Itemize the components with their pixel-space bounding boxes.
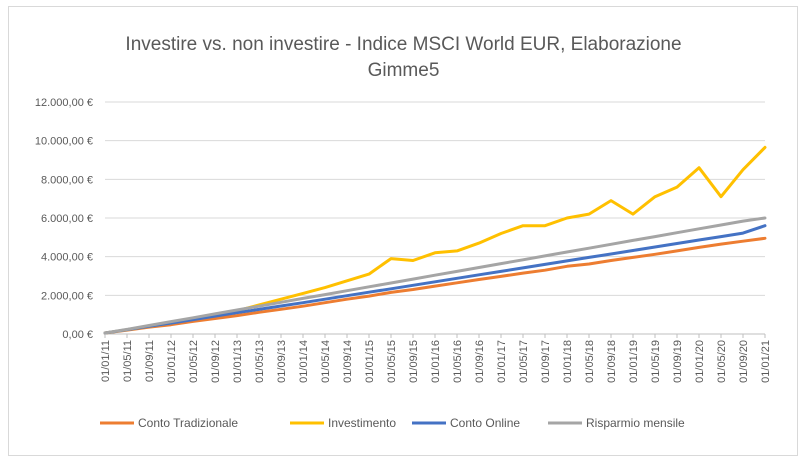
y-tick-label: 6.000,00 €: [41, 213, 93, 225]
y-tick-label: 4.000,00 €: [41, 252, 93, 264]
x-tick-label: 01/05/13: [254, 340, 266, 383]
chart-title: Investire vs. non investire - Indice MSC…: [0, 32, 807, 84]
x-tick-label: 01/01/18: [562, 340, 574, 383]
x-tick-label: 01/09/20: [738, 340, 750, 383]
x-tick-label: 01/05/14: [320, 340, 332, 383]
x-tick-label: 01/05/11: [122, 340, 134, 382]
legend-label: Conto Tradizionale: [138, 416, 238, 430]
y-axis-ticks: 0,00 € 2.000,00 € 4.000,00 € 6.000,00 € 8.00…: [35, 97, 93, 341]
x-tick-label: 01/09/15: [408, 340, 420, 383]
legend-label: Risparmio mensile: [586, 416, 685, 430]
legend-label: Conto Online: [450, 416, 520, 430]
x-tick-label: 01/01/15: [364, 340, 376, 383]
legend-label: Investimento: [328, 416, 396, 430]
x-tick-label: 01/05/12: [188, 340, 200, 383]
x-tick-label: 01/09/17: [540, 340, 552, 383]
y-tick-label: 0,00 €: [62, 329, 93, 341]
x-tick-label: 01/01/13: [232, 340, 244, 383]
x-tick-label: 01/01/14: [298, 340, 310, 383]
series-line-investimento: [103, 145, 767, 335]
x-tick-label: 01/01/17: [496, 340, 508, 383]
x-tick-label: 01/09/13: [276, 340, 288, 383]
chart-title-line-2: Gimme5: [367, 60, 440, 81]
legend: Conto Tradizionale Investimento Conto Onli…: [100, 416, 685, 430]
x-tick-label: 01/01/20: [694, 340, 706, 383]
x-tick-label: 01/09/19: [672, 340, 684, 383]
x-tick-label: 01/09/16: [474, 340, 486, 383]
x-tick-label: 01/05/16: [452, 340, 464, 383]
x-tick-label: 01/09/11: [144, 340, 156, 382]
x-tick-label: 01/01/11: [100, 340, 112, 382]
chart-frame: [8, 6, 798, 456]
x-tick-label: 01/01/19: [628, 340, 640, 383]
x-tick-label: 01/01/16: [430, 340, 442, 383]
chart-title-line-1: Investire vs. non investire - Indice MSC…: [125, 34, 682, 55]
x-tick-label: 01/09/18: [606, 340, 618, 383]
x-tick-label: 01/01/21: [760, 340, 772, 383]
x-tick-label: 01/09/14: [342, 340, 354, 383]
series-lines: [103, 145, 767, 335]
x-tick-label: 01/05/17: [518, 340, 530, 383]
series-line-conto-tradizionale: [103, 236, 767, 335]
y-tick-label: 2.000,00 €: [41, 290, 93, 302]
x-tick-label: 01/05/19: [650, 340, 662, 383]
x-tick-label: 01/01/12: [166, 340, 178, 383]
series-line-risparmio-mensile: [103, 216, 767, 335]
x-tick-label: 01/05/18: [584, 340, 596, 383]
series-line-conto-online: [103, 224, 767, 335]
gridlines: [105, 101, 765, 335]
x-axis-ticks: 01/01/11 01/05/11 01/09/11 01/01/12 01/05/12…: [100, 334, 772, 383]
x-tick-label: 01/05/15: [386, 340, 398, 383]
x-tick-label: 01/05/20: [716, 340, 728, 383]
y-tick-label: 8.000,00 €: [41, 174, 93, 186]
y-tick-label: 10.000,00 €: [35, 136, 93, 148]
y-tick-label: 12.000,00 €: [35, 97, 93, 109]
x-tick-label: 01/09/12: [210, 340, 222, 383]
